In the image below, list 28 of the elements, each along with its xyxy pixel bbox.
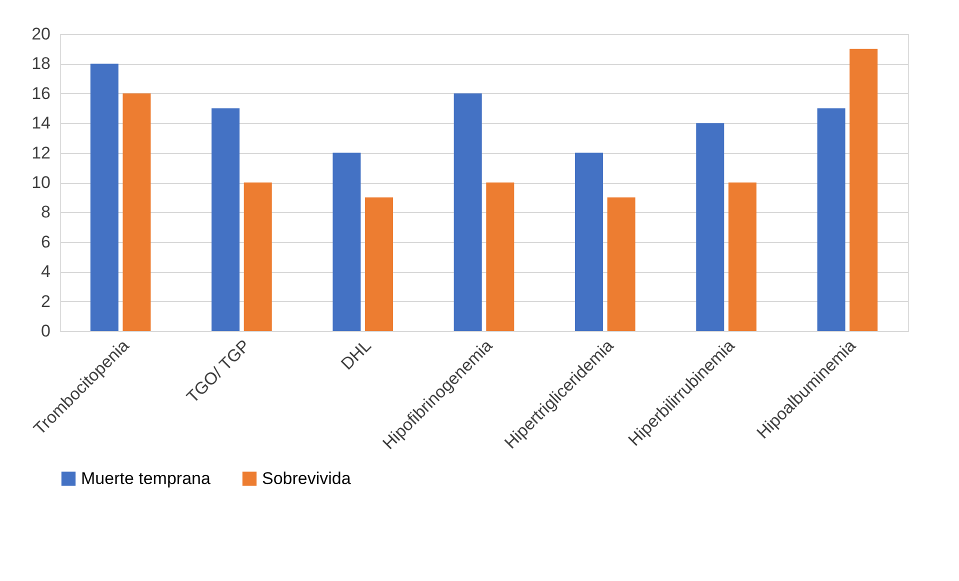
y-tick-label: 20 [32, 24, 50, 44]
y-tick-label: 6 [41, 232, 50, 252]
y-tick-label: 12 [32, 143, 50, 162]
bar [122, 93, 151, 331]
bar [574, 152, 603, 331]
bar [365, 197, 394, 331]
legend-label: Muerte temprana [81, 468, 211, 488]
y-tick-label: 0 [41, 322, 50, 340]
y-tick-label: 2 [41, 292, 50, 311]
y-tick-label: 16 [32, 84, 50, 103]
bar [332, 152, 361, 331]
bar [817, 108, 846, 331]
y-tick-label: 14 [32, 114, 50, 133]
y-tick-label: 8 [41, 202, 50, 222]
bar [850, 48, 878, 331]
bar [244, 182, 272, 331]
bar [728, 182, 756, 331]
legend-label: Sobrevivida [262, 468, 352, 488]
bar [454, 93, 482, 331]
y-tick-label: 4 [41, 262, 50, 282]
y-tick-label: 18 [32, 54, 50, 74]
x-tick-label: DHL [337, 336, 375, 374]
bar [212, 108, 240, 331]
y-tick-label: 10 [32, 173, 50, 192]
bar [486, 182, 514, 331]
bar [90, 64, 118, 331]
bar [607, 197, 636, 331]
bar [696, 123, 724, 331]
